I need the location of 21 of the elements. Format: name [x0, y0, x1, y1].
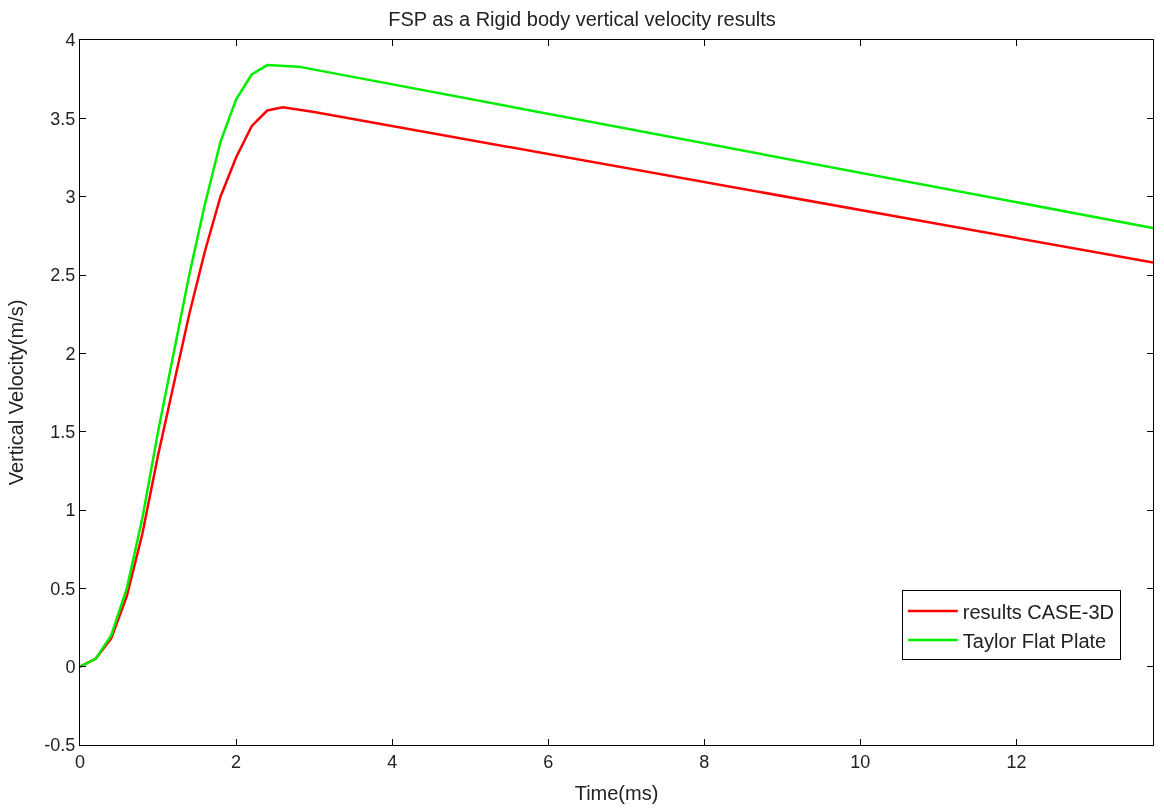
y-tick-label: 2.5	[50, 265, 76, 286]
x-axis-title: Time(ms)	[574, 782, 659, 805]
y-tick-label: 1.5	[50, 421, 76, 442]
y-tick-label: -0.5	[44, 735, 76, 756]
x-tick-label: 10	[850, 751, 871, 772]
y-tick-label: 3	[65, 186, 76, 207]
x-tick-label: 6	[543, 751, 554, 772]
y-tick-label: 0.5	[50, 578, 76, 599]
y-axis-title: Vertical Velocity(m/s)	[4, 299, 27, 486]
y-tick-label: 4	[65, 30, 76, 51]
x-tick-label: 2	[231, 751, 242, 772]
legend-label: results CASE-3D	[962, 600, 1114, 623]
chart-title: FSP as a Rigid body vertical velocity results	[388, 8, 776, 31]
y-tick-label: 0	[65, 656, 76, 677]
x-tick-label: 12	[1006, 751, 1027, 772]
y-tick-label: 2	[65, 343, 76, 364]
x-tick-label: 4	[387, 751, 398, 772]
y-tick-label: 1	[65, 500, 76, 521]
x-tick-label: 8	[699, 751, 710, 772]
legend-label: Taylor Flat Plate	[962, 629, 1107, 652]
y-tick-label: 3.5	[50, 108, 76, 129]
